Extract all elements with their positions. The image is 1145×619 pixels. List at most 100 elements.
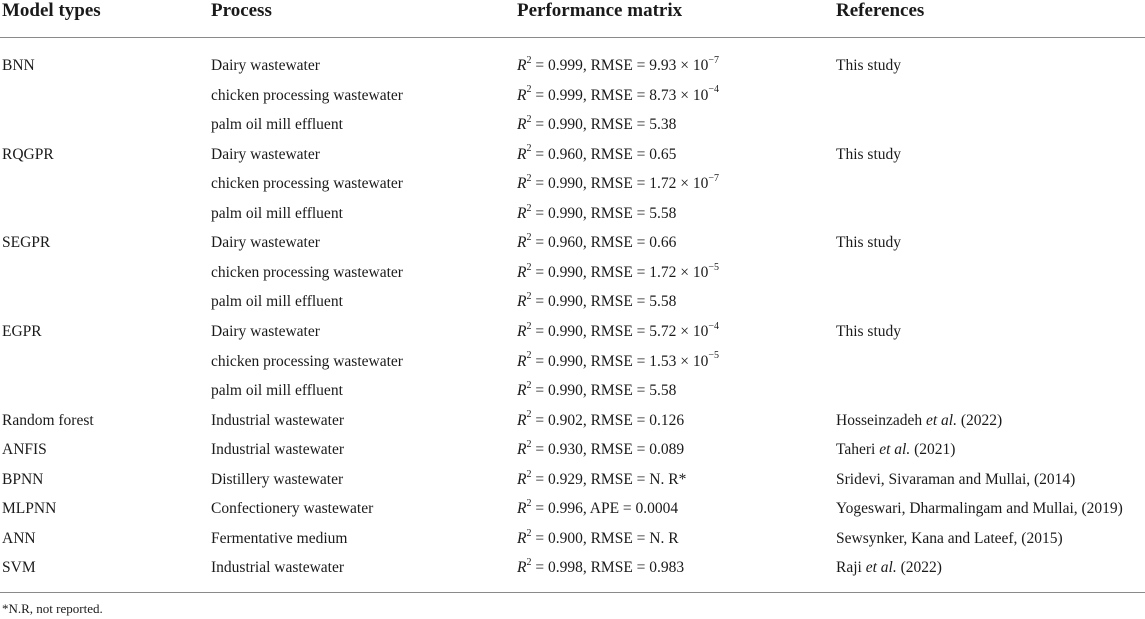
cell-process: Confectionery wastewater [211, 500, 374, 518]
cell-performance: R2 = 0.902, RMSE = 0.126 [517, 409, 685, 429]
r-squared-exponent: 2 [526, 379, 532, 391]
r-squared-exponent: 2 [526, 498, 532, 510]
r-squared-exponent: 2 [526, 350, 532, 362]
table-row: MLPNN Confectionery wastewater R2 = 0.996,… [0, 499, 1145, 529]
r-squared-exponent: 2 [526, 202, 532, 214]
r-squared-symbol: R [517, 500, 527, 518]
r-squared-value: 0.990 [547, 263, 583, 281]
cell-model-type: RQGPR [2, 145, 54, 163]
r-squared-value: 0.990 [547, 322, 583, 340]
r-squared-exponent: 2 [526, 113, 532, 125]
cell-reference: Sridevi, Sivaraman and Mullai, (2014) [836, 470, 1075, 490]
reference-et-al: et al. [865, 559, 897, 577]
r-squared-value: 0.900 [547, 529, 583, 547]
error-metric: APE = 0.0004 [589, 500, 679, 518]
cell-performance: R2 = 0.960, RMSE = 0.65 [517, 143, 677, 163]
reference-text: Hosseinzadeh [836, 411, 926, 429]
error-metric: RMSE = 0.66 [590, 234, 677, 252]
error-metric: RMSE = 5.58 [590, 204, 677, 222]
table-row: EGPR Dairy wastewater R2 = 0.990, RMSE = 5… [0, 320, 1145, 352]
r-squared-value: 0.990 [547, 175, 583, 193]
cell-reference: This study [836, 145, 901, 165]
cell-performance: R2 = 0.990, RMSE = 5.58 [517, 202, 677, 222]
metric-exponent: −4 [708, 320, 720, 332]
cell-model-type: Random forest [2, 411, 94, 429]
r-squared-value: 0.960 [547, 145, 583, 163]
r-squared-value: 0.960 [547, 234, 583, 252]
metric-exponent: −5 [708, 261, 720, 273]
cell-process: Dairy wastewater [211, 145, 320, 163]
table-row: chicken processing wastewater R2 = 0.990,… [0, 261, 1145, 293]
cell-model-type: BPNN [2, 470, 44, 488]
reference-year: (2022) [956, 411, 1003, 429]
reference-et-al: et al. [879, 441, 911, 459]
cell-performance: R2 = 0.930, RMSE = 0.089 [517, 438, 685, 459]
r-squared-exponent: 2 [526, 173, 532, 185]
cell-process: Fermentative medium [211, 529, 348, 547]
cell-performance: R2 = 0.999, RMSE = 8.73 × 10−4 [517, 84, 720, 104]
cell-process: chicken processing wastewater [211, 352, 403, 370]
r-squared-value: 0.990 [547, 204, 583, 222]
cell-performance: R2 = 0.929, RMSE = N. R* [517, 468, 687, 488]
cell-performance: R2 = 0.990, RMSE = 1.53 × 10−5 [517, 350, 720, 370]
cell-performance: R2 = 0.990, RMSE = 5.72 × 10−4 [517, 320, 720, 340]
metric-exponent: −7 [708, 173, 720, 185]
cell-performance: R2 = 0.990, RMSE = 5.58 [517, 291, 677, 311]
r-squared-exponent: 2 [526, 54, 532, 66]
r-squared-symbol: R [517, 411, 527, 429]
error-metric: RMSE = 0.089 [590, 441, 685, 459]
reference-text: Sridevi, Sivaraman and Mullai, (2014) [836, 470, 1076, 488]
error-metric: RMSE = 1.53 × 10 [590, 352, 709, 370]
table-row: SEGPR Dairy wastewater R2 = 0.960, RMSE = … [0, 233, 1145, 263]
cell-performance: R2 = 0.960, RMSE = 0.66 [517, 232, 677, 252]
table-row: palm oil mill effluent R2 = 0.990, RMSE =… [0, 202, 1145, 234]
r-squared-symbol: R [517, 57, 527, 74]
performance-table: Model types Process Performance matrix R… [0, 0, 1145, 593]
cell-reference: This study [836, 322, 901, 342]
cell-process: Industrial wastewater [211, 411, 344, 429]
cell-model-type: ANFIS [2, 441, 47, 459]
r-squared-exponent: 2 [526, 527, 532, 539]
table-row: ANFIS Industrial wastewater R2 = 0.930, RM… [0, 438, 1145, 470]
r-squared-symbol: R [517, 86, 527, 104]
r-squared-symbol: R [517, 234, 527, 252]
r-squared-symbol: R [517, 145, 527, 163]
cell-model-type: MLPNN [2, 500, 57, 518]
table-row: SVM Industrial wastewater R2 = 0.998, RMSE… [0, 558, 1145, 588]
header-divider [0, 37, 1145, 38]
cell-performance: R2 = 0.990, RMSE = 5.58 [517, 379, 677, 400]
r-squared-value: 0.902 [547, 411, 583, 429]
cell-process: palm oil mill effluent [211, 293, 343, 311]
r-squared-symbol: R [517, 175, 527, 193]
header-references: References [836, 0, 925, 21]
r-squared-exponent: 2 [526, 232, 532, 244]
error-metric: RMSE = 5.72 × 10 [590, 322, 709, 340]
error-metric: RMSE = 5.58 [590, 382, 677, 400]
r-squared-exponent: 2 [526, 143, 532, 155]
cell-performance: R2 = 0.990, RMSE = 5.38 [517, 113, 677, 134]
r-squared-exponent: 2 [526, 438, 532, 450]
table-row: chicken processing wastewater R2 = 0.990,… [0, 174, 1145, 204]
cell-process: Dairy wastewater [211, 234, 320, 252]
cell-model-type: ANN [2, 529, 36, 547]
cell-reference: This study [836, 56, 901, 76]
r-squared-value: 0.990 [547, 352, 583, 370]
reference-year: (2022) [896, 559, 942, 577]
cell-process: palm oil mill effluent [211, 116, 343, 134]
table-row: Random forest Industrial wastewater R2 = 0… [0, 409, 1145, 441]
reference-text: This study [836, 145, 902, 163]
cell-performance: R2 = 0.998, RMSE = 0.983 [517, 557, 685, 577]
cell-performance: R2 = 0.999, RMSE = 9.93 × 10−7 [517, 54, 720, 74]
header-performance-matrix: Performance matrix [517, 0, 683, 21]
table-row: chicken processing wastewater R2 = 0.999,… [0, 84, 1145, 116]
r-squared-exponent: 2 [526, 291, 532, 303]
r-squared-exponent: 2 [526, 409, 532, 421]
metric-exponent: −5 [708, 350, 720, 362]
cell-process: palm oil mill effluent [211, 382, 343, 400]
r-squared-symbol: R [517, 559, 527, 577]
reference-year: (2021) [910, 441, 956, 459]
r-squared-value: 0.999 [547, 86, 583, 104]
cell-model-type: BNN [2, 57, 35, 74]
r-squared-exponent: 2 [526, 84, 532, 96]
error-metric: RMSE = 1.72 × 10 [590, 175, 709, 193]
